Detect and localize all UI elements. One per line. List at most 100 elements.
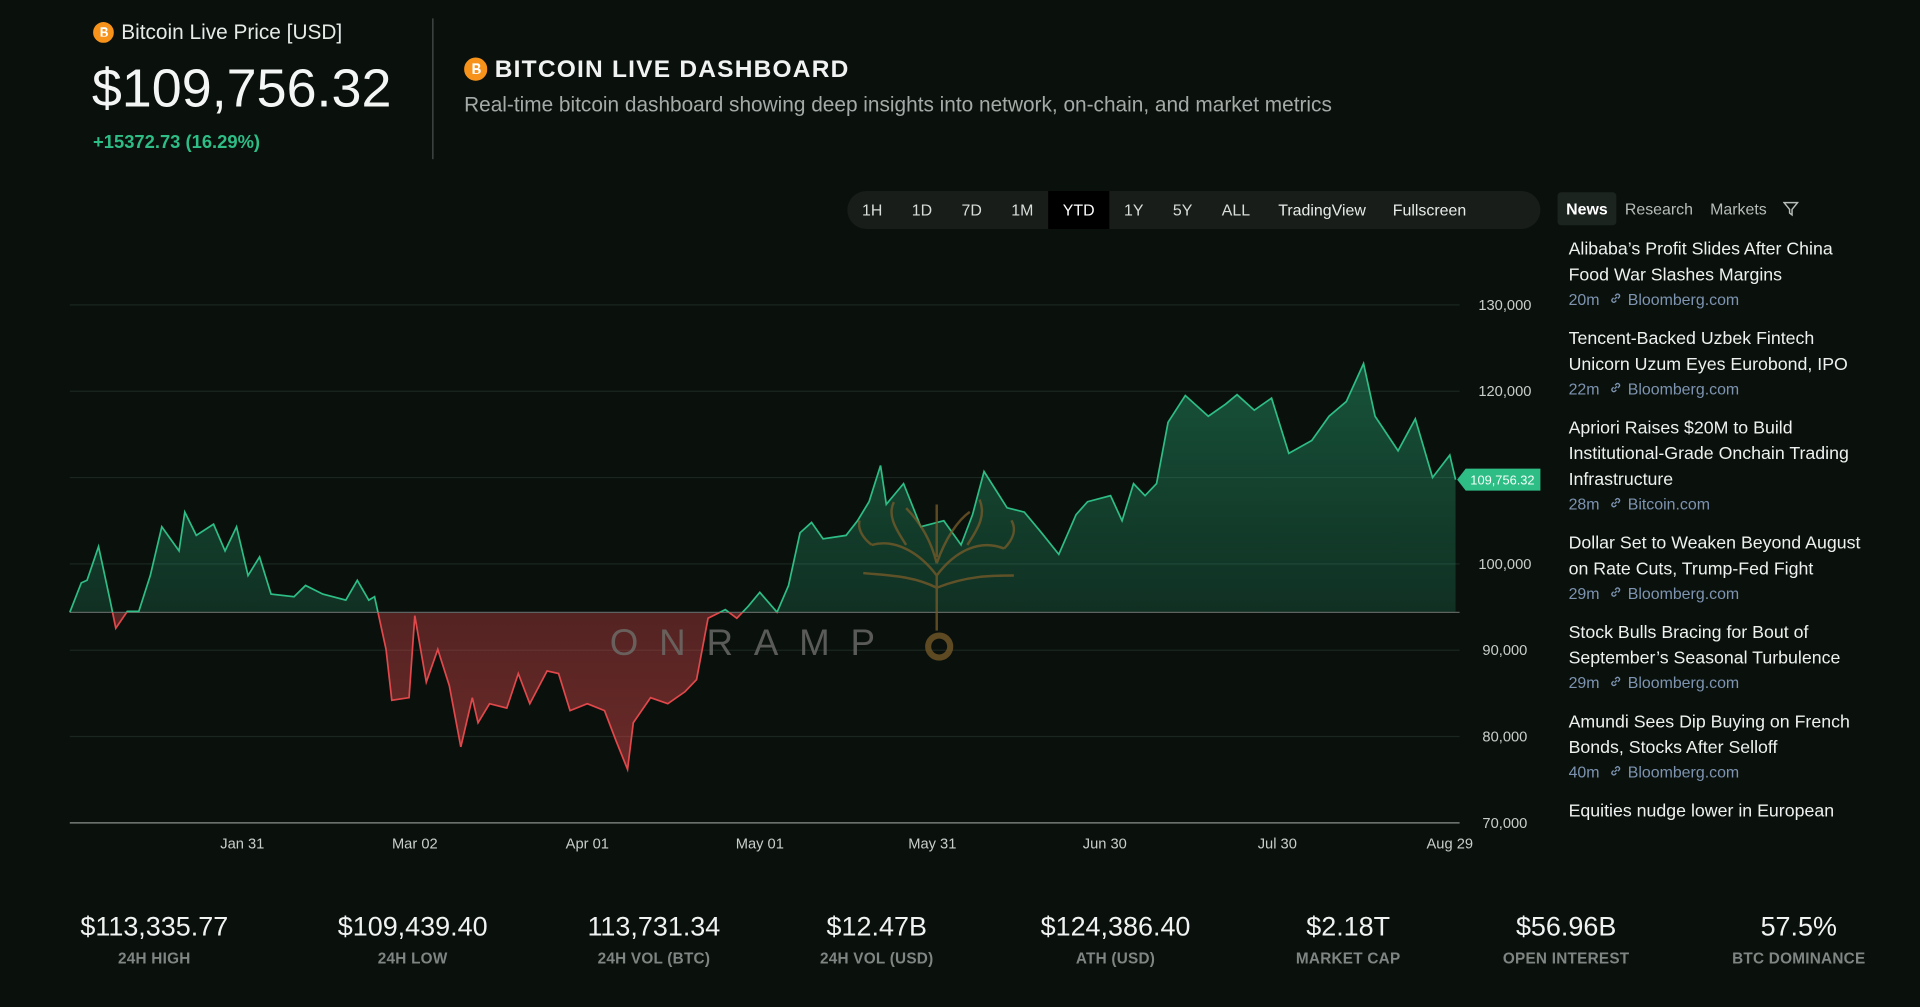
series [68,360,1460,773]
x-tick-label: Jul 30 [1258,837,1297,853]
news-item[interactable]: Tencent-Backed Uzbek Fintech Unicorn Uzu… [1569,327,1863,398]
range-tab[interactable]: 1H [862,200,883,220]
news-age: 22m [1568,379,1600,398]
stat-value: $124,386.40 [1040,911,1191,942]
divider [432,18,434,160]
news-source: Bloomberg.com [1627,762,1740,782]
news-title: Tencent-Backed Uzbek Fintech Unicorn Uzu… [1568,329,1848,375]
tool-button[interactable]: TradingView [1278,200,1366,220]
y-tick-label: 120,000 [1478,384,1531,400]
news-title: Dollar Set to Weaken Beyond August on Ra… [1568,533,1861,580]
range-tabs: 1H 1D 7D 1M YTD 1Y 5Y ALL TradingView Fullscreen [847,191,1541,229]
tool-button[interactable]: Fullscreen [1392,200,1467,220]
news-age: 29m [1568,584,1600,603]
news-title: Equities nudge lower in European [1568,802,1835,822]
filter-icon[interactable] [1782,200,1800,217]
stat-label: 24H VOL (BTC) [597,950,711,968]
watermark-logo [857,499,1016,661]
price-chart: 70,00080,00090,000100,000110,000120,0001… [68,298,1541,853]
link-icon [1609,495,1622,513]
panel-tab[interactable]: Markets [1710,199,1767,218]
news-meta: 28m Bitcoin.com [1569,495,1863,513]
panel-tab[interactable]: Research [1624,199,1693,218]
y-tick-label: 100,000 [1478,557,1531,573]
news-meta: 20m Bloomberg.com [1569,290,1863,308]
x-tick-label: May 31 [908,837,956,853]
range-tab[interactable]: 5Y [1172,200,1193,220]
stat-label: BTC DOMINANCE [1732,950,1866,968]
range-tab[interactable]: YTD [1048,191,1110,229]
panel-tabs: News Research Markets [1557,192,1871,226]
range-tab[interactable]: ALL [1221,200,1251,220]
stat: $2.18T MARKET CAP [1232,911,1465,967]
news-meta: 22m Bloomberg.com [1569,380,1863,398]
link-icon [1609,380,1622,398]
news-item[interactable]: Equities nudge lower in European [1569,800,1863,826]
news-age: 40m [1568,762,1600,782]
stat-value: $113,335.77 [80,911,229,942]
range-tab[interactable]: 1D [911,200,933,220]
price-label: Bitcoin Live Price [USD] [121,20,343,45]
news-title: Amundi Sees Dip Buying on French Bonds, … [1568,712,1850,758]
watermark: ONRAMP [610,622,896,663]
stat-value: $2.18T [1306,911,1391,942]
price-change: +15372.73 (16.29%) [93,132,261,154]
stat-label: 24H HIGH [117,950,191,968]
news-title: Alibaba’s Profit Slides After China Food… [1568,240,1833,286]
news-title: Stock Bulls Bracing for Bout of Septembe… [1568,623,1841,669]
news-age: 29m [1568,673,1600,692]
price-tag-label: 109,756.32 [1470,473,1534,488]
news-title: Apriori Raises $20M to Build Institution… [1568,418,1849,490]
news-source: Bloomberg.com [1627,673,1740,692]
price: $109,756.32 [91,58,392,119]
news-item[interactable]: Dollar Set to Weaken Beyond August on Ra… [1568,531,1863,603]
price-heading: Bitcoin Live Price [USD] [93,21,342,45]
stat-value: 57.5% [1760,911,1837,942]
stat-label: ATH (USD) [1075,950,1156,968]
x-tick-label: Apr 01 [566,837,609,853]
stat-label: MARKET CAP [1295,950,1401,968]
panel-tab[interactable]: News [1557,192,1617,226]
link-icon [1609,673,1622,691]
dashboard-title-row: BITCOIN LIVE DASHBOARD [464,56,849,84]
news-age: 20m [1568,290,1600,309]
news-item[interactable]: Alibaba’s Profit Slides After China Food… [1569,238,1863,309]
y-tick-label: 80,000 [1482,729,1527,745]
stat: 57.5% BTC DOMINANCE [1682,911,1915,967]
x-tick-label: Jun 30 [1083,837,1127,853]
stat-label: 24H LOW [377,950,448,968]
link-icon [1609,584,1622,602]
x-tick-label: Jan 31 [220,837,264,853]
stat: 113,731.34 24H VOL (BTC) [538,911,771,967]
news-meta: 40m Bloomberg.com [1569,763,1863,781]
news-source: Bitcoin.com [1627,494,1711,514]
link-icon [1609,763,1622,781]
stat-label: OPEN INTEREST [1502,950,1630,968]
range-tab[interactable]: 7D [961,200,982,220]
news-age: 28m [1568,494,1600,514]
news-item[interactable]: Stock Bulls Bracing for Bout of Septembe… [1569,621,1863,692]
news-item[interactable]: Apriori Raises $20M to Build Institution… [1569,416,1863,513]
x-tick-label: Aug 29 [1427,837,1474,853]
area-up [69,363,1456,613]
y-tick-label: 70,000 [1482,816,1527,832]
range-tab[interactable]: 1M [1011,200,1034,220]
range-tab[interactable]: 1Y [1124,200,1144,220]
price-tag [1457,468,1541,491]
stat-label: 24H VOL (USD) [819,950,934,968]
stat-value: $12.47B [826,911,927,942]
line-up [68,360,1457,613]
stat: $56.96B OPEN INTEREST [1450,911,1683,967]
news-item[interactable]: Amundi Sees Dip Buying on French Bonds, … [1568,710,1863,782]
dashboard-title: BITCOIN LIVE DASHBOARD [494,56,850,84]
stat-value: $56.96B [1515,911,1617,942]
y-tick-label: 130,000 [1478,298,1531,314]
x-tick-label: Mar 02 [392,837,438,853]
x-tick-label: May 01 [736,837,784,853]
news-source: Bloomberg.com [1627,290,1740,309]
news-meta: 29m Bloomberg.com [1569,673,1863,691]
stat: $113,335.77 24H HIGH [38,911,271,967]
stat-value: 113,731.34 [587,911,721,942]
y-tick-label: 90,000 [1482,643,1527,659]
